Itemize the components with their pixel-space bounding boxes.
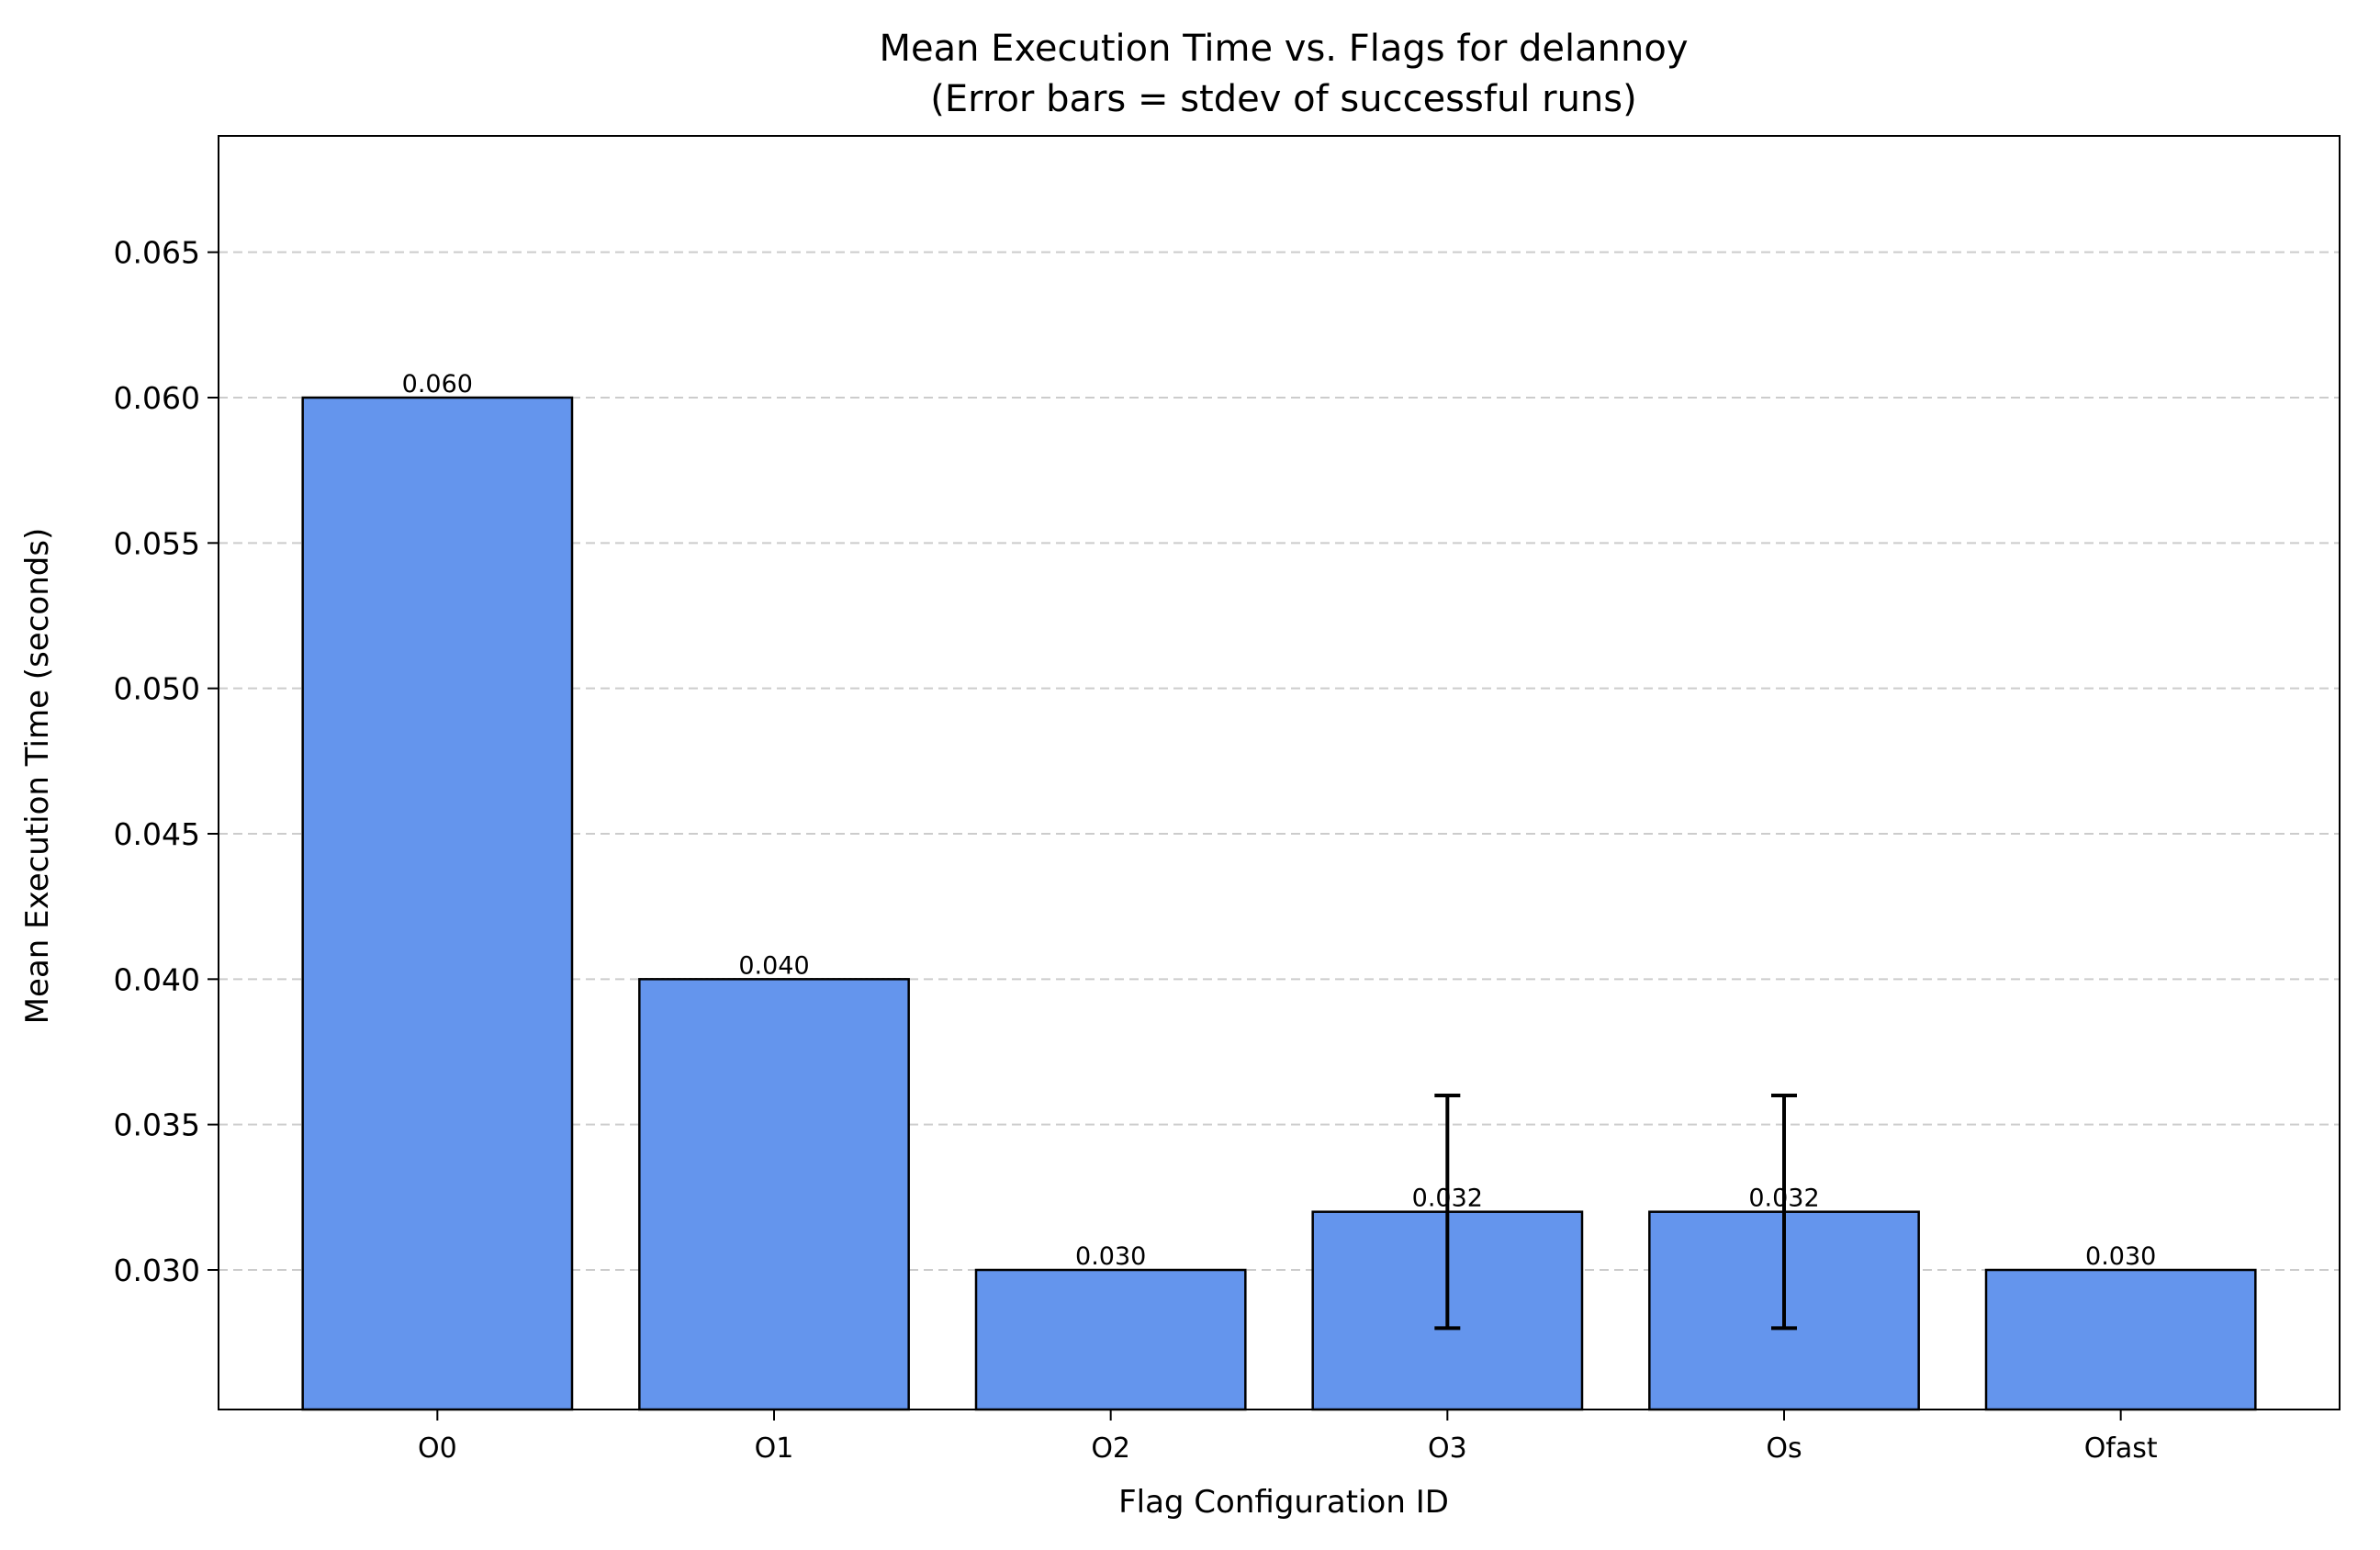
data-label-ofast: 0.030 [2085, 1242, 2156, 1271]
y-tick-label: 0.065 [114, 235, 200, 271]
x-axis-label: Flag Configuration ID [1118, 1484, 1449, 1521]
y-tick-label: 0.060 [114, 380, 200, 416]
bar-ofast [1984, 1268, 2257, 1411]
y-tick-label: 0.055 [114, 525, 200, 561]
y-tick-label: 0.035 [114, 1107, 200, 1143]
chart-title: Mean Execution Time vs. Flags for delann… [879, 28, 1688, 70]
data-label-o0: 0.060 [402, 370, 473, 399]
y-tick-label: 0.045 [114, 816, 200, 852]
x-tick-label-ofast: Ofast [2084, 1432, 2158, 1465]
chart-subtitle: (Error bars = stdev of successful runs) [930, 78, 1636, 120]
y-axis-ticks: 0.030 0.035 0.040 0.045 0.050 0.055 0.060 0.065 [114, 235, 219, 1288]
data-label-o1: 0.040 [738, 951, 809, 980]
x-axis-ticks: O0 O1 O2 O3 Os Ofast [418, 1410, 2158, 1465]
x-tick-label-o1: O1 [755, 1432, 794, 1465]
bars [301, 396, 2257, 1411]
bar-o2 [974, 1268, 1247, 1411]
bar-o0 [301, 396, 574, 1411]
plot-area-frame [218, 135, 2341, 1410]
data-label-os: 0.032 [1748, 1185, 1819, 1213]
y-axis-label: Mean Execution Time (seconds) [19, 528, 56, 1025]
bar-o1 [638, 978, 910, 1411]
data-label-o3: 0.032 [1412, 1185, 1483, 1213]
x-tick-label-o3: O3 [1428, 1432, 1467, 1465]
data-labels: 0.060 0.040 0.030 0.032 0.032 0.030 [402, 370, 2157, 1271]
x-tick-label-o2: O2 [1091, 1432, 1130, 1465]
x-tick-label-os: Os [1766, 1432, 1802, 1465]
y-tick-label: 0.050 [114, 671, 200, 707]
y-tick-label: 0.030 [114, 1252, 200, 1288]
y-tick-label: 0.040 [114, 961, 200, 997]
x-tick-label-o0: O0 [418, 1432, 457, 1465]
error-bars [302, 397, 2256, 1331]
data-label-o2: 0.030 [1075, 1242, 1146, 1271]
